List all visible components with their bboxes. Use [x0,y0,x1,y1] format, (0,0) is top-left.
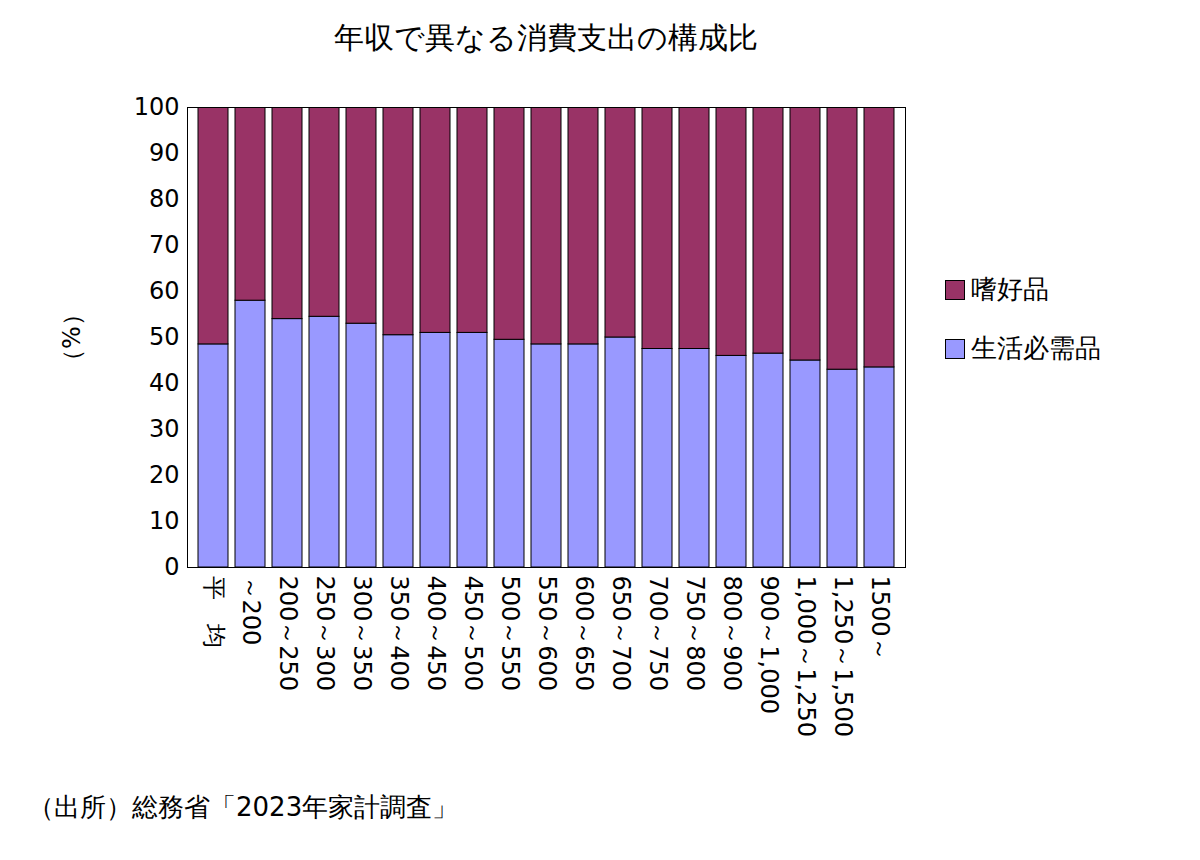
svg-text:90: 90 [149,139,180,167]
svg-text:500～550: 500～550 [496,576,524,692]
svg-text:350～400: 350～400 [385,576,413,692]
html-text:年収で異なる消費支出の構成比: 年収で異なる消費支出の構成比 [334,20,758,55]
svg-text:70: 70 [149,231,180,259]
svg-text:80: 80 [149,185,180,213]
svg-text:400～450: 400～450 [422,576,450,692]
html-text:嗜好品: 嗜好品 [971,274,1049,304]
svg-text:平 均: 平 均 [200,576,228,648]
svg-text:20: 20 [149,461,180,489]
svg-text:700～750: 700～750 [644,576,672,692]
svg-text:1500～: 1500～ [866,576,894,661]
svg-text:30: 30 [149,415,180,443]
html-text:（出所）総務省「2023年家計調査」: （出所）総務省「2023年家計調査」 [28,792,459,822]
svg-text:40: 40 [149,369,180,397]
svg-text:100: 100 [134,93,180,121]
svg-text:1,250～1,500: 1,250～1,500 [829,576,857,737]
svg-text:1,000～1,250: 1,000～1,250 [792,576,820,737]
svg-text:550～600: 550～600 [533,576,561,692]
svg-text:60: 60 [149,277,180,305]
svg-text:300～350: 300～350 [348,576,376,692]
svg-text:10: 10 [149,507,180,535]
svg-text:（%）: （%） [58,302,86,373]
svg-text:50: 50 [149,323,180,351]
html-text:生活必需品: 生活必需品 [971,333,1101,363]
svg-text:650～700: 650～700 [607,576,635,692]
svg-text:0: 0 [164,553,179,581]
svg-text:750～800: 750～800 [681,576,709,692]
svg-text:～200: ～200 [237,576,265,646]
svg-text:900～1,000: 900～1,000 [755,576,783,715]
svg-text:600～650: 600～650 [570,576,598,692]
svg-text:250～300: 250～300 [311,576,339,692]
svg-text:450～500: 450～500 [459,576,487,692]
svg-text:200～250: 200～250 [274,576,302,692]
svg-text:800～900: 800～900 [718,576,746,692]
